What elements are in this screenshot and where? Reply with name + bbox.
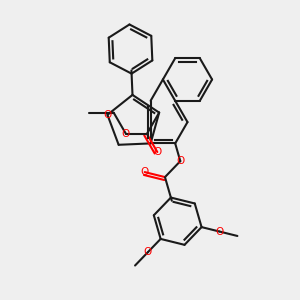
Text: O: O — [140, 167, 149, 177]
Text: O: O — [215, 226, 223, 236]
Text: O: O — [103, 110, 112, 120]
Text: O: O — [176, 156, 184, 166]
Text: O: O — [122, 129, 130, 139]
Text: O: O — [144, 247, 152, 257]
Text: O: O — [153, 147, 161, 157]
